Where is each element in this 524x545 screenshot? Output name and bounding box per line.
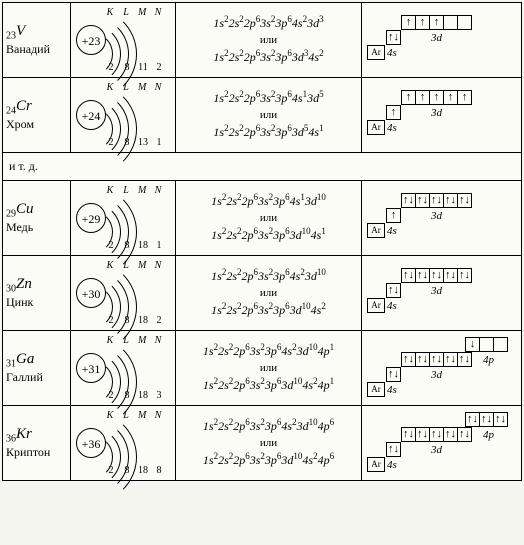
element-name: Ванадий [6,42,50,56]
config-cell: 1s22s22p63s23p64s23d3 или 1s22s22p63s23p… [176,3,362,78]
element-row: 23V Ванадий KLMN +23 28112 1s22s22p63s23… [3,3,522,78]
orbital-diagram: ↓4p↑↓↑↓↑↓↑↓↑↓3d↑↓4sAr [365,337,519,399]
element-name: Галлий [6,370,43,384]
element-name: Цинк [6,295,33,309]
config-cell: 1s22s22p63s23p64s13d5 или 1s22s22p63s23p… [176,78,362,153]
config-line-1: 1s22s22p63s23p64s23d104p6 [179,417,358,435]
config-line-2: 1s22s22p63s23p63d104s24p1 [179,376,358,394]
element-row: 29Cu Медь KLMN +29 28181 1s22s22p63s23p6… [3,181,522,256]
config-line-2: 1s22s22p63s23p63d104s24p6 [179,451,358,469]
element-symbol: Cr [16,98,32,114]
config-cell: 1s22s22p63s23p64s23d104p1 или 1s22s22p63… [176,331,362,406]
config-or: или [179,210,358,226]
config-line-1: 1s22s22p63s23p64s23d10 [179,267,358,285]
orbital-diagram: ↑↓↑↓↑↓↑↓↑↓3d↑4sAr [365,187,519,249]
atomic-number: 24 [6,105,16,116]
config-or: или [179,285,358,301]
config-line-1: 1s22s22p63s23p64s23d3 [179,14,358,32]
config-or: или [179,107,358,123]
periodic-element-table: 23V Ванадий KLMN +23 28112 1s22s22p63s23… [2,2,522,481]
element-name: Хром [6,117,34,131]
orbital-diagram: ↑↑↑↑↑3d↑4sAr [365,84,519,146]
shell-diagram: KLMN +23 28112 [74,7,172,73]
element-row: 24Cr Хром KLMN +24 28131 1s22s22p63s23p6… [3,78,522,153]
orbital-diagram: ↑↑↑3d↑↓4sAr [365,9,519,71]
element-row: 36Kr Криптон KLMN +36 28188 1s22s22p63s2… [3,406,522,481]
atomic-number: 30 [6,283,16,294]
config-line-2: 1s22s22p63s23p63d34s2 [179,48,358,66]
atomic-number: 23 [6,30,16,41]
element-row: 31Ga Галлий KLMN +31 28183 1s22s22p63s23… [3,331,522,406]
shell-diagram: KLMN +30 28182 [74,260,172,326]
element-symbol: Kr [16,426,32,442]
shell-diagram: KLMN +29 28181 [74,185,172,251]
config-line-2: 1s22s22p63s23p63d104s1 [179,226,358,244]
config-or: или [179,32,358,48]
orbital-diagram: ↑↓↑↓↑↓4p↑↓↑↓↑↓↑↓↑↓3d↑↓4sAr [365,412,519,474]
shell-diagram: KLMN +24 28131 [74,82,172,148]
element-row: 30Zn Цинк KLMN +30 28182 1s22s22p63s23p6… [3,256,522,331]
element-symbol: V [16,23,25,39]
element-symbol: Zn [16,276,32,292]
config-cell: 1s22s22p63s23p64s23d104p6 или 1s22s22p63… [176,406,362,481]
config-or: или [179,360,358,376]
config-or: или [179,435,358,451]
config-line-1: 1s22s22p63s23p64s13d5 [179,89,358,107]
atomic-number: 29 [6,208,16,219]
config-line-1: 1s22s22p63s23p64s13d10 [179,192,358,210]
atomic-number: 31 [6,358,16,369]
shell-diagram: KLMN +36 28188 [74,410,172,476]
config-cell: 1s22s22p63s23p64s23d10 или 1s22s22p63s23… [176,256,362,331]
shell-diagram: KLMN +31 28183 [74,335,172,401]
atomic-number: 36 [6,433,16,444]
config-line-1: 1s22s22p63s23p64s23d104p1 [179,342,358,360]
orbital-diagram: ↑↓↑↓↑↓↑↓↑↓3d↑↓4sAr [365,262,519,324]
element-name: Медь [6,220,33,234]
config-line-2: 1s22s22p63s23p63d54s1 [179,123,358,141]
config-line-2: 1s22s22p63s23p63d104s2 [179,301,358,319]
element-symbol: Cu [16,201,34,217]
config-cell: 1s22s22p63s23p64s13d10 или 1s22s22p63s23… [176,181,362,256]
element-name: Криптон [6,445,50,459]
element-symbol: Ga [16,351,34,367]
